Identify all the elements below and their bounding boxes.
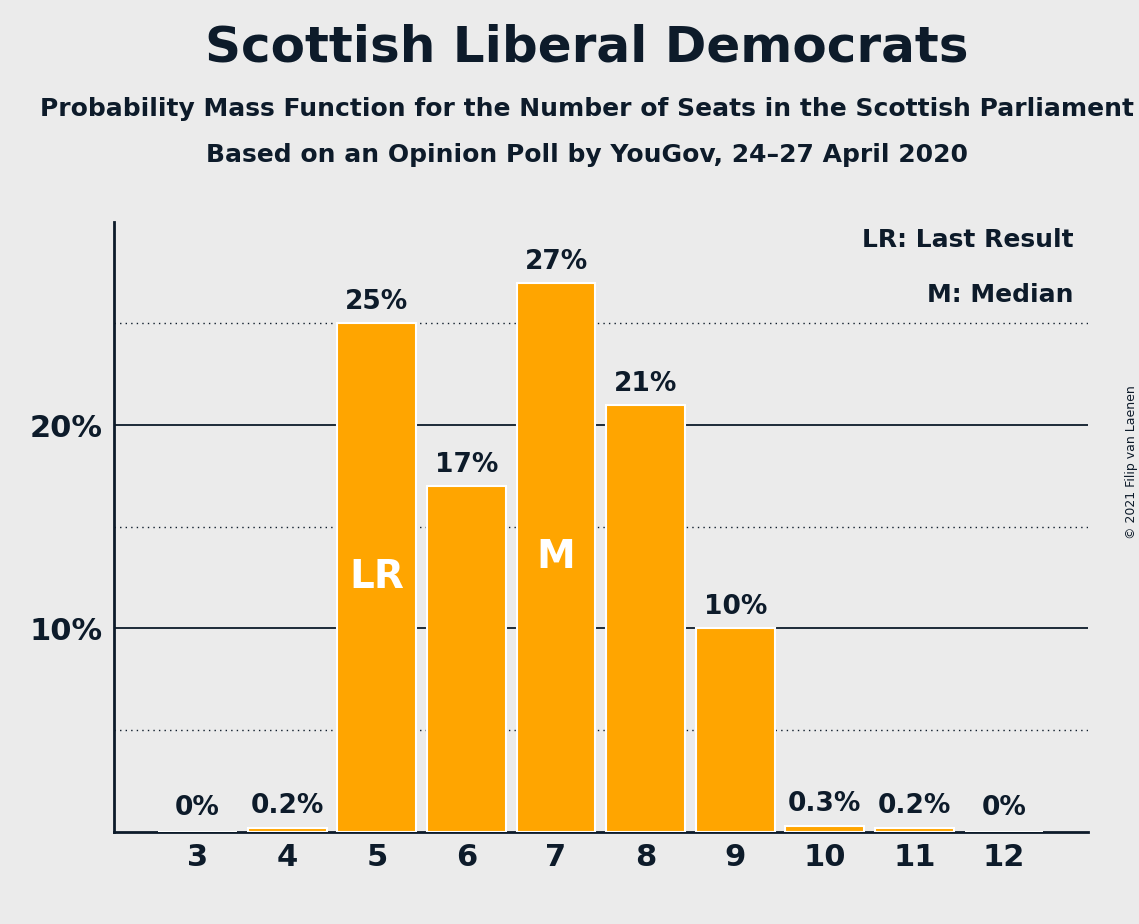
Text: 0.2%: 0.2% bbox=[878, 794, 951, 820]
Bar bbox=[606, 405, 685, 832]
Text: 0%: 0% bbox=[982, 796, 1026, 821]
Text: LR: LR bbox=[350, 558, 404, 597]
Text: LR: Last Result: LR: Last Result bbox=[861, 228, 1073, 252]
Bar bbox=[337, 323, 416, 832]
Text: 27%: 27% bbox=[524, 249, 588, 274]
Bar bbox=[875, 828, 953, 832]
Text: 21%: 21% bbox=[614, 371, 678, 396]
Text: M: M bbox=[536, 538, 575, 577]
Bar bbox=[517, 283, 596, 832]
Bar bbox=[786, 825, 865, 832]
Text: © 2021 Filip van Laenen: © 2021 Filip van Laenen bbox=[1124, 385, 1138, 539]
Text: 0%: 0% bbox=[175, 796, 220, 821]
Text: 0.2%: 0.2% bbox=[251, 794, 323, 820]
Text: Scottish Liberal Democrats: Scottish Liberal Democrats bbox=[205, 23, 968, 71]
Text: Probability Mass Function for the Number of Seats in the Scottish Parliament: Probability Mass Function for the Number… bbox=[40, 97, 1133, 121]
Text: 25%: 25% bbox=[345, 289, 409, 315]
Bar bbox=[248, 828, 327, 832]
Text: 10%: 10% bbox=[704, 594, 767, 620]
Text: 17%: 17% bbox=[435, 452, 498, 478]
Text: Based on an Opinion Poll by YouGov, 24–27 April 2020: Based on an Opinion Poll by YouGov, 24–2… bbox=[205, 143, 968, 167]
Text: 0.3%: 0.3% bbox=[788, 791, 861, 818]
Bar bbox=[696, 628, 775, 832]
Text: M: Median: M: Median bbox=[927, 283, 1073, 307]
Bar bbox=[427, 486, 506, 832]
